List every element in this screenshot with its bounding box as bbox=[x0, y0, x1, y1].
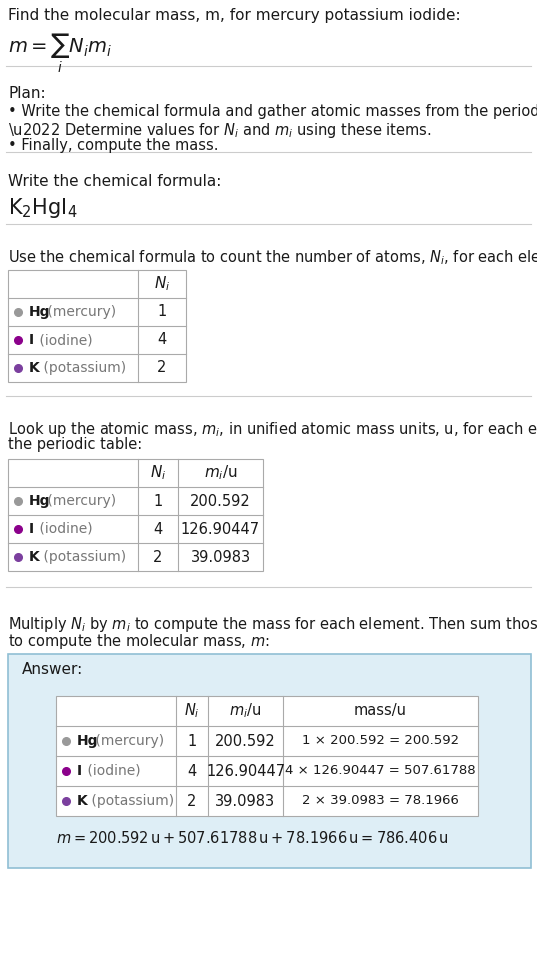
Text: (mercury): (mercury) bbox=[91, 734, 164, 748]
Text: 1 × 200.592 = 200.592: 1 × 200.592 = 200.592 bbox=[302, 734, 459, 748]
Text: $m = 200.592\,\mathrm{u} + 507.61788\,\mathrm{u} + 78.1966\,\mathrm{u} = 786.406: $m = 200.592\,\mathrm{u} + 507.61788\,\m… bbox=[56, 830, 449, 846]
Text: to compute the molecular mass, $m$:: to compute the molecular mass, $m$: bbox=[8, 632, 270, 651]
Text: Use the chemical formula to count the number of atoms, $N_i$, for each element:: Use the chemical formula to count the nu… bbox=[8, 248, 537, 267]
Text: K: K bbox=[29, 550, 40, 564]
Text: 4: 4 bbox=[187, 763, 197, 779]
Text: (potassium): (potassium) bbox=[39, 361, 126, 375]
Text: Hg: Hg bbox=[77, 734, 98, 748]
Text: Look up the atomic mass, $m_i$, in unified atomic mass units, u, for each elemen: Look up the atomic mass, $m_i$, in unifi… bbox=[8, 420, 537, 439]
Text: (iodine): (iodine) bbox=[83, 764, 141, 778]
Text: 126.90447: 126.90447 bbox=[181, 521, 260, 537]
Text: I: I bbox=[29, 333, 34, 347]
Text: Write the chemical formula:: Write the chemical formula: bbox=[8, 174, 221, 189]
Text: 126.90447: 126.90447 bbox=[206, 763, 285, 779]
Text: 1: 1 bbox=[154, 493, 163, 509]
Text: $N_i$: $N_i$ bbox=[184, 702, 200, 720]
Text: (mercury): (mercury) bbox=[43, 494, 116, 508]
Text: • Write the chemical formula and gather atomic masses from the periodic table.: • Write the chemical formula and gather … bbox=[8, 104, 537, 119]
Text: $N_i$: $N_i$ bbox=[154, 275, 170, 294]
Text: Hg: Hg bbox=[29, 305, 50, 319]
Text: (potassium): (potassium) bbox=[39, 550, 126, 564]
Text: 39.0983: 39.0983 bbox=[215, 794, 275, 808]
Text: (mercury): (mercury) bbox=[43, 305, 116, 319]
Bar bbox=[8, 654, 531, 868]
Text: K: K bbox=[29, 361, 40, 375]
Text: 2: 2 bbox=[187, 794, 197, 808]
Text: 39.0983: 39.0983 bbox=[191, 549, 251, 564]
Text: Find the molecular mass, m, for mercury potassium iodide:: Find the molecular mass, m, for mercury … bbox=[8, 8, 461, 23]
Text: 2 × 39.0983 = 78.1966: 2 × 39.0983 = 78.1966 bbox=[302, 795, 459, 807]
Text: I: I bbox=[29, 522, 34, 536]
Text: \u2022 Determine values for $N_i$ and $m_i$ using these items.: \u2022 Determine values for $N_i$ and $m… bbox=[8, 121, 432, 140]
Text: 2: 2 bbox=[157, 361, 166, 375]
Bar bbox=[56, 696, 478, 816]
Text: 4: 4 bbox=[157, 332, 166, 348]
Text: • Finally, compute the mass.: • Finally, compute the mass. bbox=[8, 138, 219, 153]
Text: 2: 2 bbox=[153, 549, 163, 564]
Text: Plan:: Plan: bbox=[8, 86, 46, 101]
Text: (iodine): (iodine) bbox=[35, 522, 92, 536]
Text: $m = \sum_i N_i m_i$: $m = \sum_i N_i m_i$ bbox=[8, 32, 112, 75]
Text: $N_i$: $N_i$ bbox=[150, 464, 166, 482]
Text: 4: 4 bbox=[154, 521, 163, 537]
Bar bbox=[8, 270, 186, 382]
Text: (iodine): (iodine) bbox=[35, 333, 92, 347]
Bar bbox=[8, 459, 263, 571]
Text: (potassium): (potassium) bbox=[87, 794, 174, 808]
Text: Answer:: Answer: bbox=[22, 662, 83, 677]
Text: 200.592: 200.592 bbox=[215, 733, 276, 749]
Text: K: K bbox=[77, 794, 88, 808]
Text: Multiply $N_i$ by $m_i$ to compute the mass for each element. Then sum those val: Multiply $N_i$ by $m_i$ to compute the m… bbox=[8, 615, 537, 634]
Text: 1: 1 bbox=[157, 304, 166, 320]
Text: Hg: Hg bbox=[29, 494, 50, 508]
Text: the periodic table:: the periodic table: bbox=[8, 437, 142, 452]
Text: I: I bbox=[77, 764, 82, 778]
Text: 4 × 126.90447 = 507.61788: 4 × 126.90447 = 507.61788 bbox=[285, 764, 476, 778]
Text: 200.592: 200.592 bbox=[190, 493, 251, 509]
Text: $m_i$/u: $m_i$/u bbox=[229, 702, 262, 720]
Text: mass/u: mass/u bbox=[354, 704, 407, 718]
Text: K$_2$HgI$_4$: K$_2$HgI$_4$ bbox=[8, 196, 77, 220]
Text: $m_i$/u: $m_i$/u bbox=[204, 464, 237, 482]
Text: 1: 1 bbox=[187, 733, 197, 749]
